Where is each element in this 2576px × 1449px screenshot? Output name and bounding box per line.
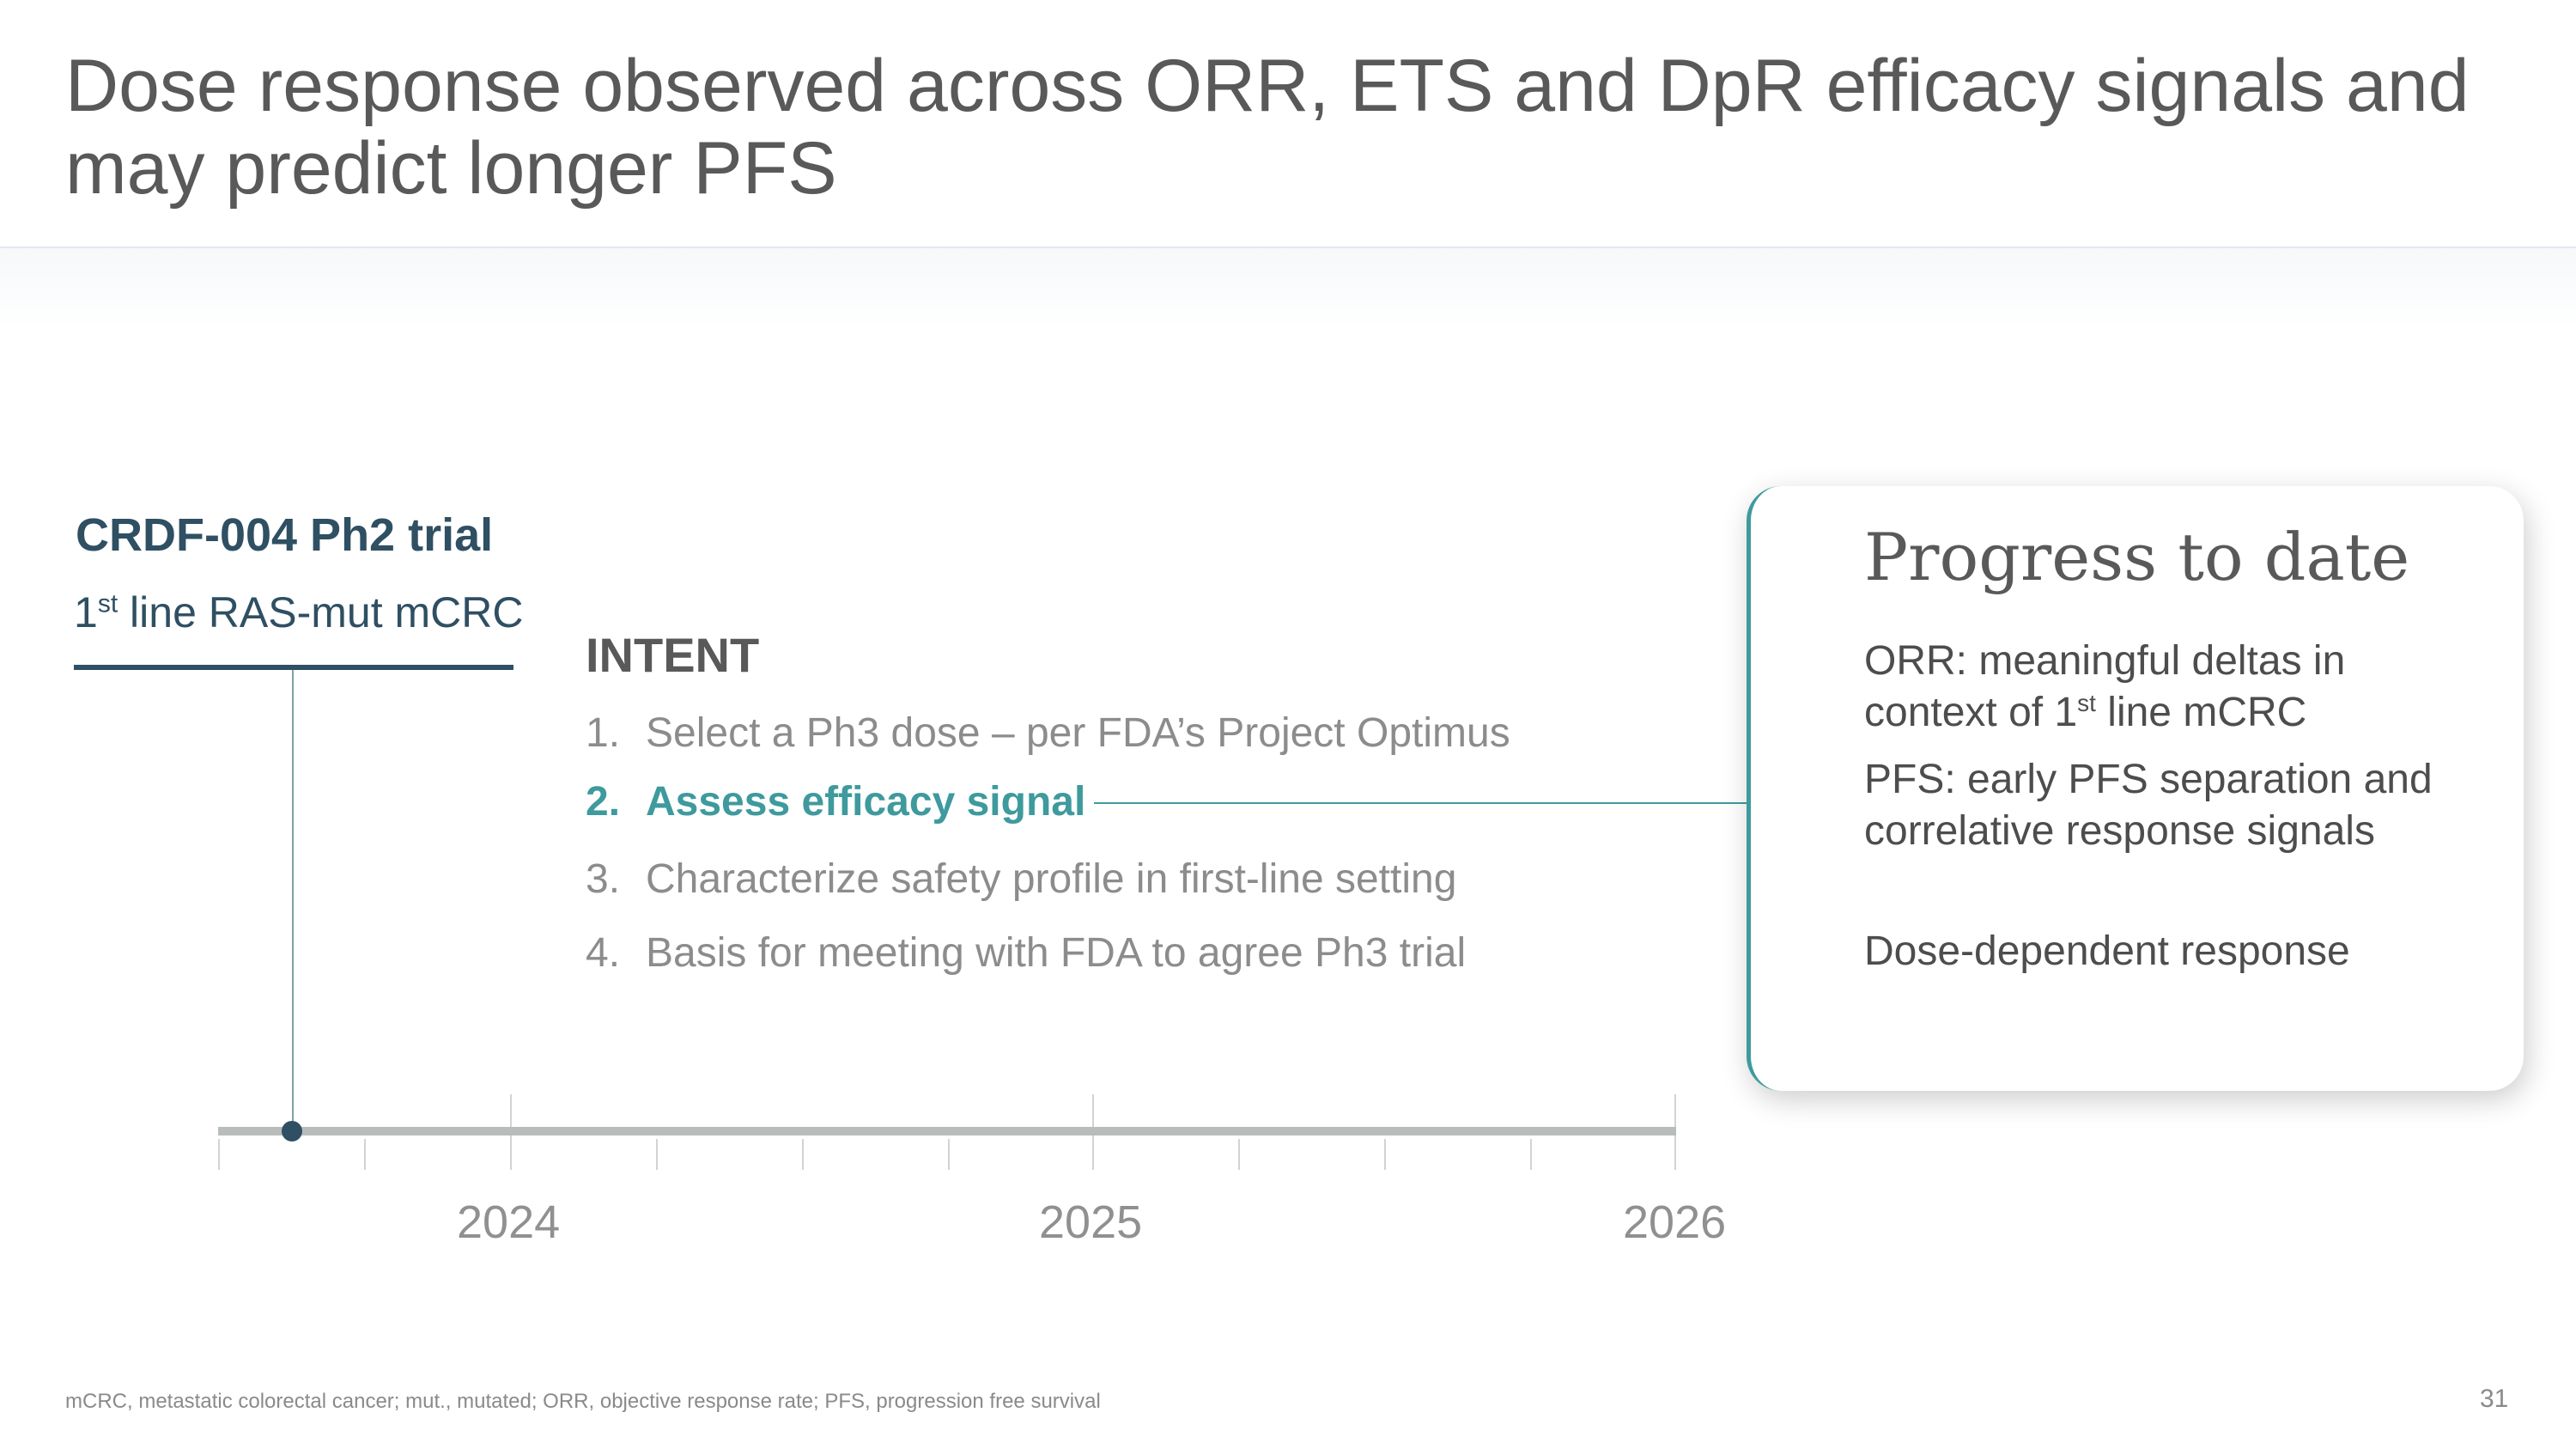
timeline-tick — [364, 1139, 366, 1170]
footnote: mCRC, metastatic colorectal cancer; mut.… — [65, 1390, 1101, 1413]
intent-item-text: Basis for meeting with FDA to agree Ph3 … — [646, 930, 1467, 976]
progress-card: Progress to date ORR: meaningful deltas … — [1747, 486, 2524, 1091]
trial-line-number: 1 — [74, 588, 98, 636]
trial-line-text: line RAS-mut mCRC — [118, 588, 524, 636]
timeline-tick — [948, 1139, 950, 1170]
intent-item-text: Select a Ph3 dose – per FDA’s Project Op… — [646, 710, 1510, 756]
trial-line-suffix: st — [97, 589, 118, 618]
header-band — [0, 247, 2576, 327]
year-label-2024: 2024 — [457, 1196, 561, 1248]
intent-item-number: 2. — [586, 779, 621, 825]
intent-item-text: Assess efficacy signal — [646, 779, 1086, 825]
timeline-tick — [802, 1139, 804, 1170]
trial-connector-line — [292, 670, 294, 1134]
progress-item-orr: ORR: meaningful deltas in context of 1st… — [1864, 638, 2346, 735]
timeline-tick — [1530, 1139, 1532, 1170]
intent-item-text: Characterize safety profile in first-lin… — [646, 856, 1457, 902]
trial-underline — [74, 665, 513, 670]
intent-item-4: 4. Basis for meeting with FDA to agree Ph… — [586, 929, 1466, 977]
timeline-tick — [1384, 1139, 1386, 1170]
intent-item-2: 2. Assess efficacy signal — [586, 778, 1085, 825]
intent-item-number: 3. — [586, 856, 621, 902]
timeline-tick — [656, 1139, 658, 1170]
intent-connector-line — [1094, 802, 1748, 804]
timeline-tick — [218, 1139, 220, 1170]
slide-title: Dose response observed across ORR, ETS a… — [65, 45, 2470, 210]
intent-heading: INTENT — [586, 628, 760, 682]
progress-item-dose: Dose-dependent response — [1864, 928, 2350, 974]
timeline-marker — [282, 1121, 302, 1142]
year-label-2026: 2026 — [1623, 1196, 1727, 1248]
timeline-tick — [1238, 1139, 1240, 1170]
progress-item-pfs: PFS: early PFS separation and correlativ… — [1864, 757, 2433, 854]
page-number: 31 — [2480, 1385, 2509, 1413]
intent-item-number: 4. — [586, 930, 621, 976]
year-label-2025: 2025 — [1039, 1196, 1143, 1248]
progress-title: Progress to date — [1864, 519, 2410, 595]
intent-item-number: 1. — [586, 710, 621, 756]
timeline-bar — [218, 1127, 1676, 1135]
intent-item-1: 1. Select a Ph3 dose – per FDA’s Project … — [586, 709, 1510, 757]
intent-item-3: 3. Characterize safety profile in first-l… — [586, 855, 1456, 903]
trial-indication: 1st line RAS-mut mCRC — [74, 588, 523, 637]
trial-name: CRDF-004 Ph2 trial — [76, 509, 494, 561]
